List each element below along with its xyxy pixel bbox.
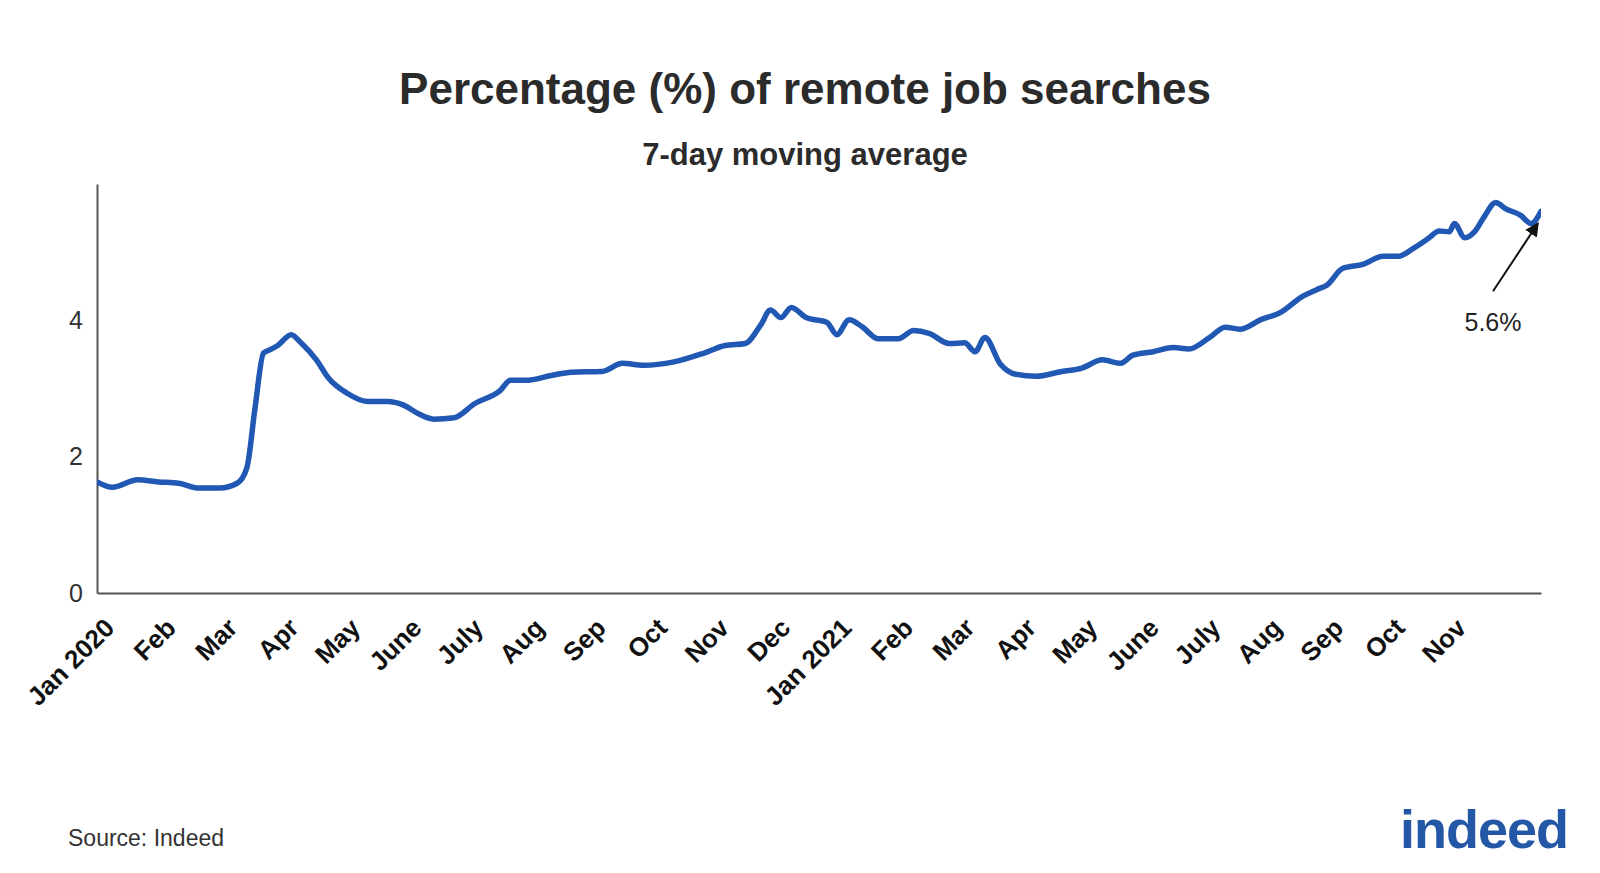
- x-tick: June: [363, 593, 427, 677]
- x-tick-label: May: [309, 612, 366, 669]
- x-tick-label: Mar: [927, 612, 981, 666]
- source: Source: Indeed: [68, 825, 224, 851]
- logo: indeed: [1400, 799, 1568, 859]
- x-tick-label: Mar: [189, 612, 243, 666]
- annotation: 5.6%: [1465, 308, 1522, 336]
- x-axis-line: [98, 593, 1542, 595]
- y-axis: 0 2 4: [69, 185, 97, 607]
- x-tick: July: [431, 593, 489, 670]
- x-tick-label: Aug: [493, 612, 550, 669]
- title: Percentage (%) of remote job searches: [399, 64, 1211, 113]
- x-tick-label: Oct: [621, 612, 673, 664]
- x-tick: Jan 2020: [21, 593, 120, 711]
- x-tick-label: Sep: [557, 612, 612, 667]
- x-tick: Feb: [128, 593, 182, 666]
- x-tick-label: July: [431, 612, 489, 670]
- x-tick-label: June: [1101, 612, 1165, 676]
- x-tick-label: Nov: [679, 612, 735, 668]
- x-tick-label: July: [1168, 612, 1226, 670]
- x-tick: July: [1168, 593, 1226, 670]
- annotation-arrow: [1493, 223, 1538, 291]
- x-tick-label: June: [363, 612, 427, 676]
- chart: Percentage (%) of remote job searches 7-d…: [0, 0, 1600, 873]
- x-tick: Oct: [1359, 593, 1411, 664]
- x-tick: June: [1101, 593, 1165, 677]
- x-tick: May: [309, 593, 366, 669]
- x-tick-label: Jan 2021: [759, 612, 858, 711]
- x-tick: Nov: [1416, 593, 1472, 668]
- x-tick-label: Nov: [1416, 612, 1472, 668]
- x-tick-label: Feb: [128, 612, 182, 666]
- line: [97, 202, 1541, 488]
- x-tick: Dec: [741, 593, 796, 667]
- x-tick-label: Dec: [741, 612, 796, 667]
- x-tick: Oct: [621, 593, 673, 664]
- y-tick: 0: [69, 579, 97, 607]
- x-tick: Jan 2021: [759, 593, 858, 711]
- x-tick: Apr: [252, 593, 305, 665]
- x-axis: Jan 2020FebMarAprMayJuneJulyAugSepOctNov…: [21, 593, 1541, 711]
- x-tick-label: Apr: [989, 612, 1042, 665]
- x-tick-label: Feb: [865, 612, 919, 666]
- x-tick: May: [1046, 593, 1103, 669]
- x-tick-label: Aug: [1231, 612, 1288, 669]
- x-tick: Mar: [189, 593, 243, 666]
- x-tick-label: Sep: [1294, 612, 1349, 667]
- y-tick-label: 4: [69, 306, 83, 334]
- x-tick: Sep: [557, 593, 612, 667]
- x-tick-label: Oct: [1359, 612, 1411, 664]
- x-tick: Mar: [927, 593, 981, 666]
- plot-area: [97, 202, 1541, 488]
- y-tick-label: 0: [69, 579, 83, 607]
- x-tick: Feb: [865, 593, 919, 666]
- x-tick: Aug: [493, 593, 550, 669]
- subtitle: 7-day moving average: [642, 137, 968, 172]
- y-tick: 4: [69, 306, 97, 334]
- x-tick-label: Jan 2020: [21, 612, 120, 711]
- y-tick: 2: [69, 442, 97, 470]
- x-tick-label: Apr: [252, 612, 305, 665]
- y-tick-label: 2: [69, 442, 83, 470]
- x-tick: Sep: [1294, 593, 1349, 667]
- x-tick-label: May: [1046, 612, 1103, 669]
- x-tick: Apr: [989, 593, 1042, 665]
- x-tick: Nov: [679, 593, 735, 668]
- x-tick: Aug: [1231, 593, 1288, 669]
- y-axis-line: [97, 185, 99, 594]
